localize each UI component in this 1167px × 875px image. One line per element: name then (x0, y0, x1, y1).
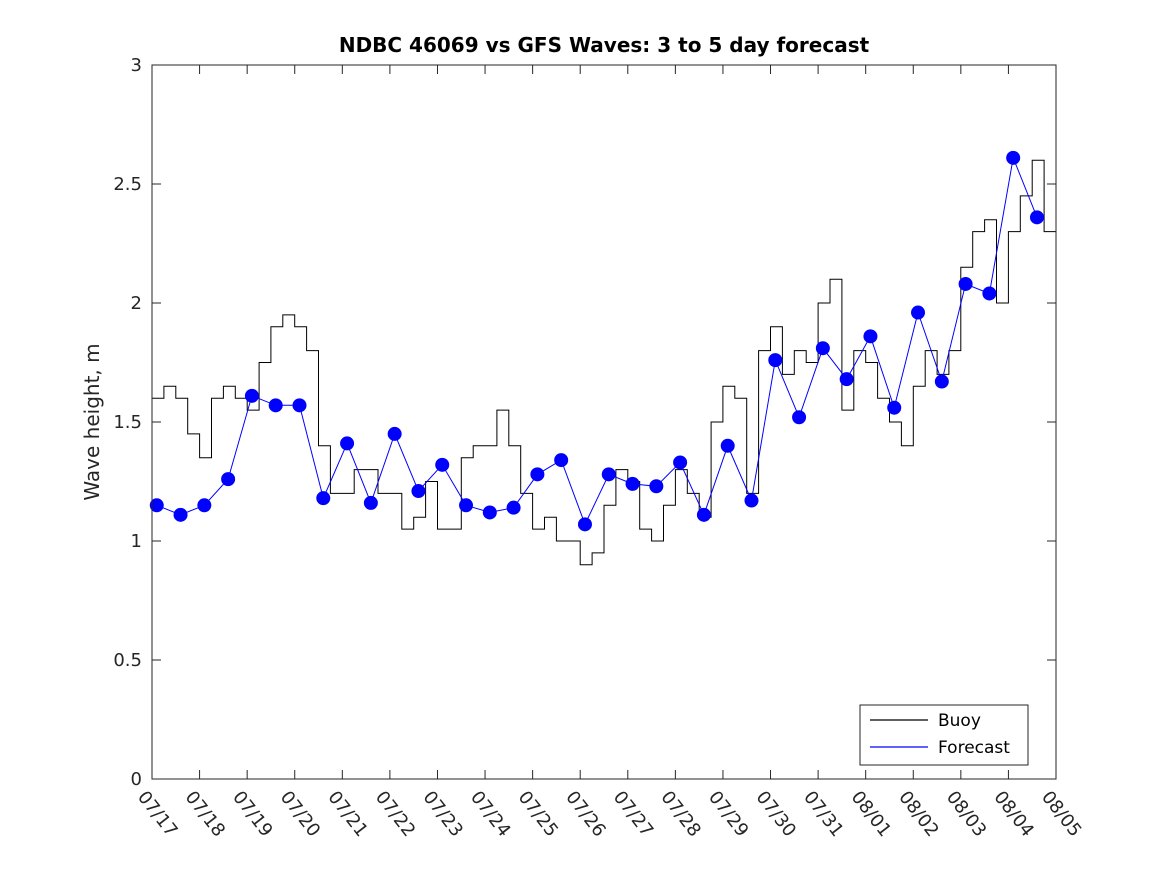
forecast-point-7 (316, 491, 331, 506)
y-tick-label-3: 1.5 (113, 412, 142, 433)
y-tick-label-6: 3 (131, 55, 142, 76)
forecast-point-10 (387, 426, 402, 441)
forecast-point-12 (435, 457, 450, 472)
forecast-point-11 (411, 484, 426, 499)
forecast-point-25 (744, 493, 759, 508)
forecast-point-6 (292, 398, 307, 413)
forecast-point-16 (530, 467, 545, 482)
legend: Buoy Forecast (859, 704, 1029, 766)
legend-label-forecast: Forecast (938, 738, 1010, 758)
forecast-point-29 (839, 372, 854, 387)
forecast-point-8 (340, 436, 355, 451)
forecast-point-2 (197, 498, 212, 513)
forecast-point-31 (887, 400, 902, 415)
forecast-point-9 (363, 495, 378, 510)
forecast-point-19 (601, 467, 616, 482)
forecast-line (156, 155, 1038, 526)
y-axis: 0 0.5 1 1.5 2 2.5 3 (113, 55, 1056, 790)
forecast-point-37 (1029, 210, 1044, 225)
forecast-point-5 (268, 398, 283, 413)
forecast-point-24 (720, 438, 735, 453)
forecast-point-15 (506, 500, 521, 515)
y-tick-label-2: 1 (131, 531, 142, 552)
forecast-point-13 (459, 498, 474, 513)
forecast-point-30 (863, 329, 878, 344)
forecast-point-3 (221, 472, 236, 487)
plot-lines (152, 155, 1057, 566)
forecast-point-35 (982, 286, 997, 301)
forecast-point-21 (649, 479, 664, 494)
forecast-point-1 (173, 507, 188, 522)
legend-box (859, 704, 1029, 766)
y-axis-label: Wave height, m (80, 343, 104, 500)
forecast-point-20 (625, 476, 640, 491)
forecast-point-36 (1006, 150, 1021, 165)
forecast-point-0 (149, 498, 164, 513)
forecast-point-4 (244, 388, 259, 403)
forecast-point-33 (934, 374, 949, 389)
forecast-point-32 (911, 305, 926, 320)
forecast-point-17 (554, 453, 569, 468)
forecast-point-26 (768, 353, 783, 368)
buoy-line (152, 159, 1057, 566)
forecast-point-34 (958, 276, 973, 291)
y-tick-label-5: 2.5 (113, 174, 142, 195)
forecast-point-22 (673, 455, 688, 470)
y-tick-label-4: 2 (131, 293, 142, 314)
chart-title: NDBC 46069 vs GFS Waves: 3 to 5 day fore… (339, 33, 870, 57)
forecast-point-23 (696, 507, 711, 522)
y-tick-label-0: 0 (131, 769, 142, 790)
y-tick-label-1: 0.5 (113, 650, 142, 671)
forecast-point-28 (815, 341, 830, 356)
forecast-point-27 (792, 410, 807, 425)
forecast-point-14 (482, 505, 497, 520)
plot-markers (149, 150, 1044, 532)
legend-label-buoy: Buoy (938, 711, 981, 731)
forecast-point-18 (577, 517, 592, 532)
